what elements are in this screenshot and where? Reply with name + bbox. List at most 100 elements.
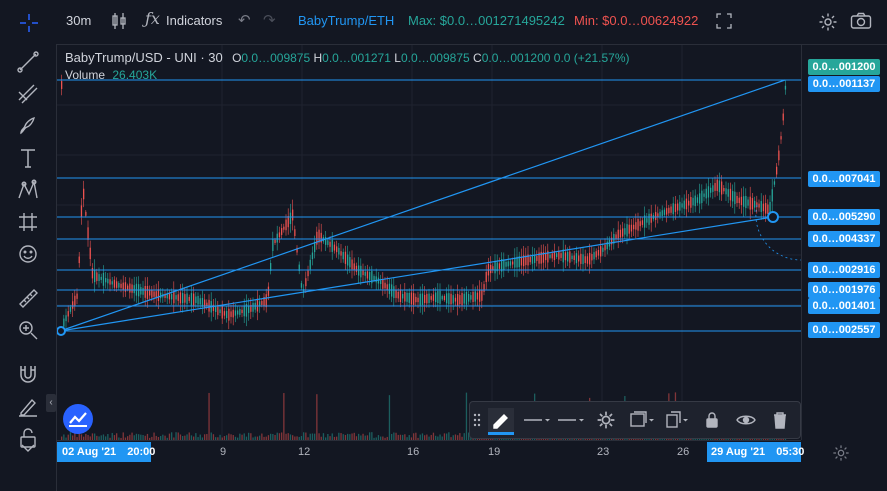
volume-bar bbox=[303, 432, 305, 440]
candle-body bbox=[76, 293, 78, 299]
candle-body bbox=[265, 294, 267, 308]
candle-body bbox=[116, 281, 118, 288]
candle-body bbox=[481, 289, 483, 301]
volume-bar bbox=[338, 432, 340, 440]
more-tools-chevron-icon[interactable] bbox=[16, 442, 40, 456]
brush-icon[interactable] bbox=[16, 114, 40, 138]
candle-body bbox=[428, 293, 430, 303]
price-label-line: 0.0…002557 bbox=[808, 322, 880, 338]
candle-body bbox=[212, 304, 215, 311]
volume-bar bbox=[325, 437, 327, 440]
volume-bar bbox=[265, 436, 267, 440]
volume-bar bbox=[221, 437, 223, 440]
candle-body bbox=[347, 254, 349, 266]
candle-body bbox=[538, 252, 540, 264]
volume-bar bbox=[201, 437, 204, 440]
indicators-button[interactable]: Indicators bbox=[166, 13, 223, 28]
settings-gear-icon[interactable] bbox=[594, 408, 618, 432]
line-style-dropdown[interactable] bbox=[556, 408, 586, 432]
delete-trash-icon[interactable] bbox=[768, 408, 792, 432]
volume-bar bbox=[168, 433, 171, 440]
candles-icon[interactable] bbox=[110, 11, 128, 36]
volume-bar bbox=[408, 435, 410, 440]
emoji-icon[interactable] bbox=[16, 242, 40, 266]
candle-body bbox=[758, 203, 760, 208]
price-chart[interactable] bbox=[56, 45, 803, 440]
fullscreen-icon[interactable] bbox=[715, 12, 733, 35]
candle-body bbox=[305, 278, 307, 287]
candle-body bbox=[468, 293, 470, 302]
lock-icon[interactable] bbox=[16, 426, 40, 450]
settings-gear-icon[interactable] bbox=[818, 12, 838, 37]
volume-bar bbox=[149, 437, 151, 440]
candle-body bbox=[441, 296, 443, 300]
volume-bar bbox=[155, 435, 157, 440]
template-dropdown-icon[interactable] bbox=[628, 408, 658, 432]
candle-body bbox=[562, 249, 564, 263]
trend-line-icon[interactable] bbox=[16, 50, 40, 74]
candle-body bbox=[195, 296, 197, 304]
measure-tool-icon[interactable] bbox=[16, 210, 40, 234]
volume-bar bbox=[252, 437, 254, 440]
symbol-pair-link[interactable]: BabyTrump/ETH bbox=[298, 13, 395, 28]
candle-body bbox=[580, 253, 582, 264]
volume-bar bbox=[333, 436, 336, 440]
candle-body bbox=[402, 294, 404, 299]
volume-bar bbox=[135, 433, 138, 440]
candle-body bbox=[582, 254, 584, 265]
candle-body bbox=[496, 262, 498, 272]
candle-body bbox=[226, 310, 228, 319]
candle-body bbox=[243, 305, 245, 317]
magnet-icon[interactable] bbox=[16, 362, 40, 386]
zoom-in-icon[interactable] bbox=[16, 318, 40, 342]
volume-bar bbox=[76, 437, 78, 440]
chart-pane[interactable] bbox=[56, 45, 803, 440]
candle-body bbox=[747, 199, 749, 206]
candle-body bbox=[289, 212, 292, 224]
volume-bar bbox=[267, 435, 270, 440]
volume-bar bbox=[100, 435, 102, 440]
volume-bar bbox=[118, 437, 120, 440]
candle-body bbox=[228, 308, 230, 321]
collapse-sidebar-icon[interactable]: ‹ bbox=[46, 394, 56, 412]
price-axis[interactable]: 0.0…001200 0.0…001137 0.0…007041 0.0…005… bbox=[801, 45, 887, 440]
fib-tool-icon[interactable] bbox=[16, 82, 40, 106]
candle-body bbox=[140, 287, 142, 295]
volume-bar bbox=[133, 435, 135, 440]
candle-body bbox=[657, 213, 659, 217]
line-width-dropdown[interactable] bbox=[522, 408, 552, 432]
candle-body bbox=[578, 255, 580, 262]
volume-bar bbox=[441, 436, 443, 440]
candle-body bbox=[729, 188, 732, 201]
interval-button[interactable]: 30m bbox=[66, 13, 92, 28]
volume-bar bbox=[307, 437, 309, 440]
line-color-pencil-icon[interactable] bbox=[488, 408, 514, 435]
camera-icon[interactable] bbox=[850, 12, 872, 35]
candle-body bbox=[545, 253, 547, 261]
axis-settings-gear-icon[interactable] bbox=[832, 444, 850, 462]
text-tool-icon[interactable] bbox=[16, 146, 40, 170]
end-date: 29 Aug '21 bbox=[711, 446, 766, 458]
candle-body bbox=[230, 311, 232, 317]
ruler-icon[interactable] bbox=[16, 286, 40, 310]
candle-body bbox=[749, 196, 751, 210]
volume-bar bbox=[384, 437, 386, 440]
candle-body bbox=[547, 250, 549, 263]
drag-handle-icon[interactable] bbox=[472, 408, 482, 432]
indicators-icon[interactable]: ƒx bbox=[145, 9, 160, 28]
undo-icon[interactable]: ↶ bbox=[238, 12, 251, 29]
clone-dropdown-icon[interactable] bbox=[664, 408, 694, 432]
crosshair-icon[interactable] bbox=[18, 12, 40, 39]
time-axis[interactable]: 02 Aug '21 20:00 9 12 16 19 23 26 29 Aug… bbox=[57, 440, 804, 466]
brand-logo[interactable] bbox=[63, 404, 93, 434]
candle-body bbox=[597, 249, 600, 256]
volume-bar bbox=[340, 433, 342, 440]
candle-body bbox=[681, 203, 683, 208]
candle-body bbox=[450, 293, 452, 305]
time-tick: 9 bbox=[220, 446, 227, 458]
lock-icon[interactable] bbox=[700, 408, 724, 432]
visibility-eye-icon[interactable] bbox=[734, 408, 758, 432]
pattern-tool-icon[interactable] bbox=[16, 178, 40, 202]
draw-mode-icon[interactable] bbox=[16, 394, 40, 418]
volume-bar bbox=[439, 434, 441, 440]
